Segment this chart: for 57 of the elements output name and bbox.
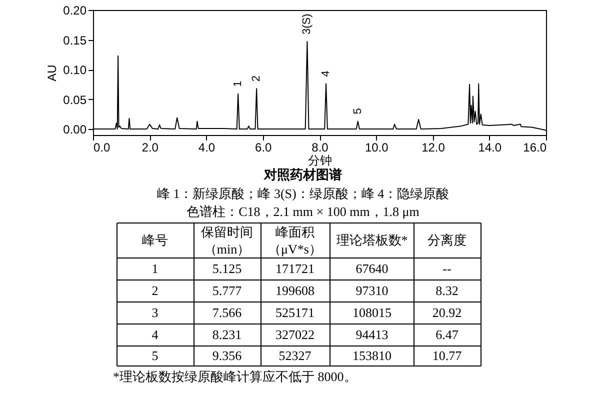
text: 327022 bbox=[276, 327, 314, 342]
text: （μV*s） bbox=[268, 242, 322, 256]
text: 5.777 bbox=[212, 283, 242, 298]
y-tick-label: 0.10 bbox=[63, 63, 87, 78]
text: 峰 1：新绿原酸；峰 3(S)：绿原酸；峰 4：隐绿原酸 bbox=[156, 186, 450, 201]
x-tick-label: 8.0 bbox=[312, 140, 329, 154]
text: 峰号 bbox=[142, 232, 168, 248]
text: 9.356 bbox=[212, 348, 242, 363]
x-tick-label: 14.0 bbox=[478, 140, 502, 154]
text: （min） bbox=[204, 242, 250, 256]
text: 97310 bbox=[356, 283, 388, 298]
text: 峰面积 bbox=[276, 224, 314, 240]
text: 5 bbox=[152, 348, 158, 363]
text: 5.125 bbox=[212, 261, 242, 276]
annotation: 4 bbox=[320, 70, 332, 77]
annotation: 2 bbox=[250, 75, 263, 82]
text: 保留时间 bbox=[201, 224, 253, 240]
y-axis-title: AU bbox=[45, 64, 60, 82]
text: 20.92 bbox=[432, 305, 462, 320]
y-tick-label: 0.05 bbox=[63, 92, 87, 107]
text: -- bbox=[442, 261, 452, 276]
text: 199608 bbox=[276, 283, 314, 298]
x-tick-label: 0.0 bbox=[94, 140, 111, 154]
text: 3 bbox=[152, 305, 158, 320]
text: 8.231 bbox=[212, 327, 242, 342]
x-tick-label: 12.0 bbox=[422, 140, 446, 154]
text: 67640 bbox=[356, 261, 388, 276]
y-tick-label: 0.15 bbox=[63, 33, 87, 48]
y-tick-label: 0.00 bbox=[63, 122, 87, 137]
text: 分离度 bbox=[428, 232, 466, 248]
x-axis-title: 分钟 bbox=[308, 154, 332, 168]
annotation: 1 bbox=[232, 80, 244, 87]
text: 10.77 bbox=[432, 348, 462, 363]
text: 4 bbox=[152, 327, 159, 342]
text: 理论塔板数* bbox=[336, 232, 408, 248]
x-tick-label: 10.0 bbox=[364, 140, 389, 154]
text: 1 bbox=[152, 261, 158, 276]
text: 525171 bbox=[276, 305, 314, 320]
text: 2 bbox=[152, 283, 158, 298]
annotation: 3(S) bbox=[301, 14, 314, 35]
text: 8.32 bbox=[436, 283, 458, 298]
text: 153810 bbox=[352, 348, 392, 363]
x-tick-label: 4.0 bbox=[198, 140, 216, 154]
text: 色谱柱：C18，2.1 mm × 100 mm，1.8 μm bbox=[186, 204, 420, 219]
y-tick-label: 0.20 bbox=[63, 4, 87, 18]
x-tick-label: 6.0 bbox=[255, 140, 272, 154]
text: 108015 bbox=[352, 305, 392, 320]
text: 6.47 bbox=[436, 327, 459, 342]
annotation: 5 bbox=[352, 108, 364, 114]
text: 对照药材图谱 bbox=[263, 167, 342, 182]
x-tick-label: 2.0 bbox=[142, 140, 159, 154]
text: *理论板数按绿原酸峰计算应不低于 8000。 bbox=[113, 369, 357, 384]
text: 52327 bbox=[278, 348, 312, 363]
text: 94413 bbox=[356, 327, 388, 342]
text: 171721 bbox=[276, 261, 314, 276]
text: 7.566 bbox=[212, 305, 242, 320]
x-tick-label: 16.0 bbox=[523, 140, 547, 154]
